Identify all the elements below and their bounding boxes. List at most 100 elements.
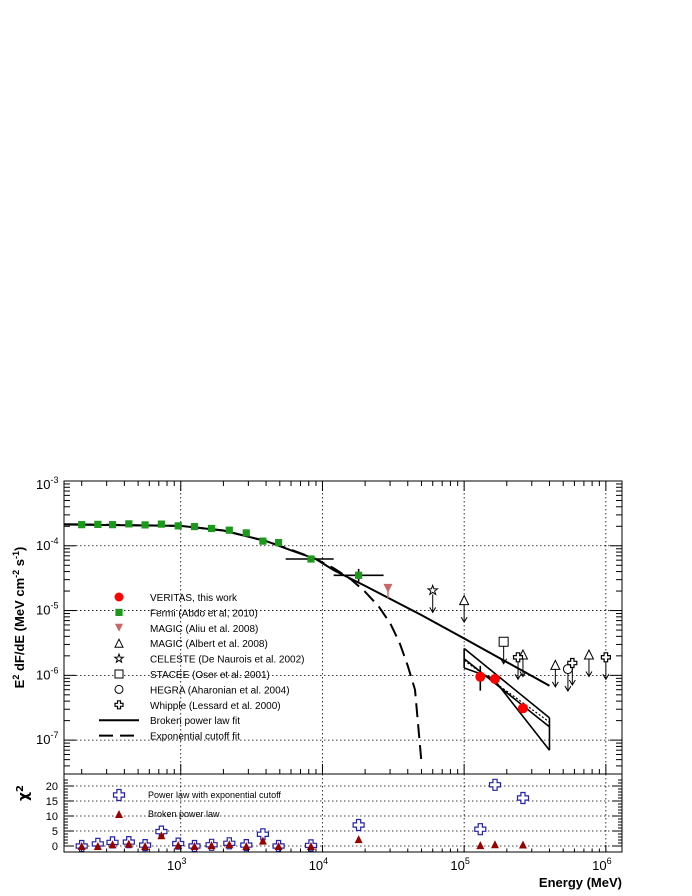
veritas-this-work-point bbox=[517, 703, 528, 714]
magic-albert-et-al-2008-point-upper-limit-arrow-head bbox=[460, 616, 468, 624]
y-tick-label: 10-4 bbox=[36, 536, 58, 553]
fermi-abdo-et-al-2010-point bbox=[174, 522, 182, 530]
broken-power-law-residual-point-shape bbox=[518, 840, 527, 849]
power-law-with-exponential-cutoff-residual-point bbox=[256, 828, 269, 841]
legend-label: Whipple (Lessard et al. 2000) bbox=[150, 701, 281, 712]
axes-layer: 103 104 105 10610-710-610-510-410-305101520… bbox=[11, 475, 623, 890]
fermi-abdo-et-al-2010-point-shape bbox=[259, 537, 267, 545]
x-tick-label-base: 10 bbox=[309, 858, 323, 873]
legend-marker bbox=[113, 652, 125, 664]
legend-marker-shape bbox=[114, 638, 124, 648]
y-axis-title-part: E bbox=[12, 679, 27, 688]
legend-marker-shape bbox=[113, 652, 125, 664]
y-tick-label: 10-5 bbox=[36, 601, 58, 618]
veritas-this-work-point-shape bbox=[489, 673, 500, 684]
whipple-lessard-et-al-2000-point bbox=[512, 652, 524, 663]
fermi-abdo-et-al-2010-point-shape bbox=[307, 555, 315, 563]
legend-entry: CELESTE (De Naurois et al. 2002) bbox=[113, 652, 305, 666]
broken-power-law-residual-point bbox=[141, 842, 150, 850]
broken-power-law-residual-point bbox=[190, 842, 199, 850]
residual-legend-marker bbox=[115, 810, 123, 818]
fit-band-dotted-line bbox=[463, 659, 550, 723]
magic-albert-et-al-2008-point-upper-limit-arrow-head bbox=[585, 671, 593, 678]
whipple-lessard-et-al-2000-point-shape bbox=[512, 652, 524, 663]
whipple-lessard-et-al-2000-point-upper-limit-arrow-head bbox=[514, 674, 522, 681]
magic-albert-et-al-2008-point-shape bbox=[550, 659, 561, 670]
legend-label: CELESTE (De Naurois et al. 2002) bbox=[150, 655, 305, 666]
power-law-with-exponential-cutoff-residual-point bbox=[474, 823, 487, 836]
x-tick-label-exp: 5 bbox=[465, 856, 470, 866]
fermi-abdo-et-al-2010-point-shape bbox=[174, 522, 182, 530]
legend-label: STACEE (Oser et al. 2001) bbox=[150, 670, 270, 681]
broken-power-law-residual-point-shape bbox=[108, 840, 117, 849]
broken-power-law-residual-point-shape bbox=[157, 831, 166, 840]
veritas-this-work-point-shape bbox=[517, 703, 528, 714]
fermi-abdo-et-al-2010-point bbox=[307, 555, 315, 563]
broken-power-law-residual-point bbox=[518, 840, 527, 849]
fermi-abdo-et-al-2010-point-shape bbox=[125, 520, 133, 528]
broken-power-law-residual-point bbox=[174, 841, 183, 850]
veritas-this-work-point bbox=[489, 673, 500, 684]
legend-marker-shape bbox=[114, 684, 124, 694]
y-axis-title-sup: -2 bbox=[11, 570, 21, 578]
y-axis-title-part: ) bbox=[12, 547, 27, 551]
fit-curves-layer bbox=[63, 523, 551, 763]
fermi-abdo-et-al-2010-point-shape bbox=[108, 521, 117, 529]
fermi-abdo-et-al-2010-point-shape bbox=[141, 521, 149, 529]
exponential-cutoff-curve bbox=[63, 523, 423, 763]
y-tick-label-exp: -7 bbox=[50, 730, 58, 740]
power-law-with-exponential-cutoff-residual-point-shape bbox=[488, 778, 502, 791]
legend-entry: Fermi (Abdo et al, 2010) bbox=[115, 608, 258, 619]
legend-label: HEGRA (Aharonian et al. 2004) bbox=[150, 685, 290, 696]
y-tick-label-exp: -3 bbox=[50, 475, 58, 485]
whipple-lessard-et-al-2000-point-upper-limit-arrow-head bbox=[602, 674, 610, 681]
legend-marker bbox=[114, 592, 124, 602]
power-law-with-exponential-cutoff-residual-point bbox=[516, 791, 530, 805]
x-axis-title: Energy (MeV) bbox=[539, 875, 622, 890]
broken-power-law-residual-point-shape bbox=[490, 840, 499, 849]
fermi-abdo-et-al-2010-point bbox=[274, 538, 283, 547]
legend-entry: HEGRA (Aharonian et al. 2004) bbox=[114, 684, 290, 696]
broken-power-law-residual-point bbox=[93, 842, 102, 850]
fermi-abdo-et-al-2010-point-shape bbox=[355, 571, 363, 579]
legend-marker bbox=[114, 700, 124, 710]
x-tick-label-base: 10 bbox=[450, 858, 464, 873]
fermi-abdo-et-al-2010-point bbox=[242, 529, 250, 537]
y-tick-label-base: 10 bbox=[36, 477, 50, 492]
broken-power-law-residual-point-shape bbox=[124, 839, 133, 848]
y-tick-label-exp: -6 bbox=[50, 665, 58, 675]
legend-label: VERITAS, this work bbox=[150, 593, 238, 604]
celeste-de-naurois-et-al-2002-point-upper-limit-arrow-head bbox=[429, 607, 437, 614]
y-axis-title-sup: 2 bbox=[11, 675, 21, 680]
broken-power-law-residual-point-shape bbox=[274, 842, 283, 850]
fermi-abdo-et-al-2010-point bbox=[78, 521, 86, 529]
legend-label: Fermi (Abdo et al, 2010) bbox=[150, 608, 258, 619]
legend-entry: Whipple (Lessard et al. 2000) bbox=[114, 700, 281, 712]
y-tick-label-base: 10 bbox=[36, 667, 50, 682]
legend-marker bbox=[115, 623, 123, 632]
hegra-aharonian-et-al-2004-point-upper-limit-arrow-head bbox=[564, 685, 572, 693]
legend-marker-shape bbox=[114, 592, 124, 602]
magic-albert-et-al-2008-point bbox=[550, 659, 561, 670]
magic-albert-et-al-2008-point-upper-limit-arrow-head bbox=[551, 681, 559, 688]
y-tick-label: 10-6 bbox=[36, 665, 58, 682]
celeste-de-naurois-et-al-2002-point bbox=[426, 583, 439, 596]
legend-marker bbox=[114, 638, 124, 648]
broken-power-law-residual-point-shape bbox=[93, 842, 102, 850]
legend-marker-shape bbox=[114, 700, 124, 710]
legend-marker-shape bbox=[115, 608, 123, 616]
legend-marker bbox=[114, 684, 124, 694]
y-tick-label-exp: -5 bbox=[50, 601, 58, 611]
fermi-abdo-et-al-2010-point-shape bbox=[242, 529, 250, 537]
legend-marker bbox=[115, 608, 123, 616]
x-tick-label: 104 bbox=[309, 856, 328, 873]
broken-power-law-residual-point bbox=[490, 840, 499, 849]
fit-band-upper-edge bbox=[463, 647, 551, 719]
y-tick-label: 10-3 bbox=[36, 475, 58, 492]
residual-y-tick-label: 5 bbox=[52, 826, 58, 838]
magic-albert-et-al-2008-point bbox=[458, 594, 470, 606]
fermi-abdo-et-al-2010-point bbox=[94, 520, 102, 528]
residual-legend-entry: Power law with exponential cutoff bbox=[112, 788, 281, 802]
